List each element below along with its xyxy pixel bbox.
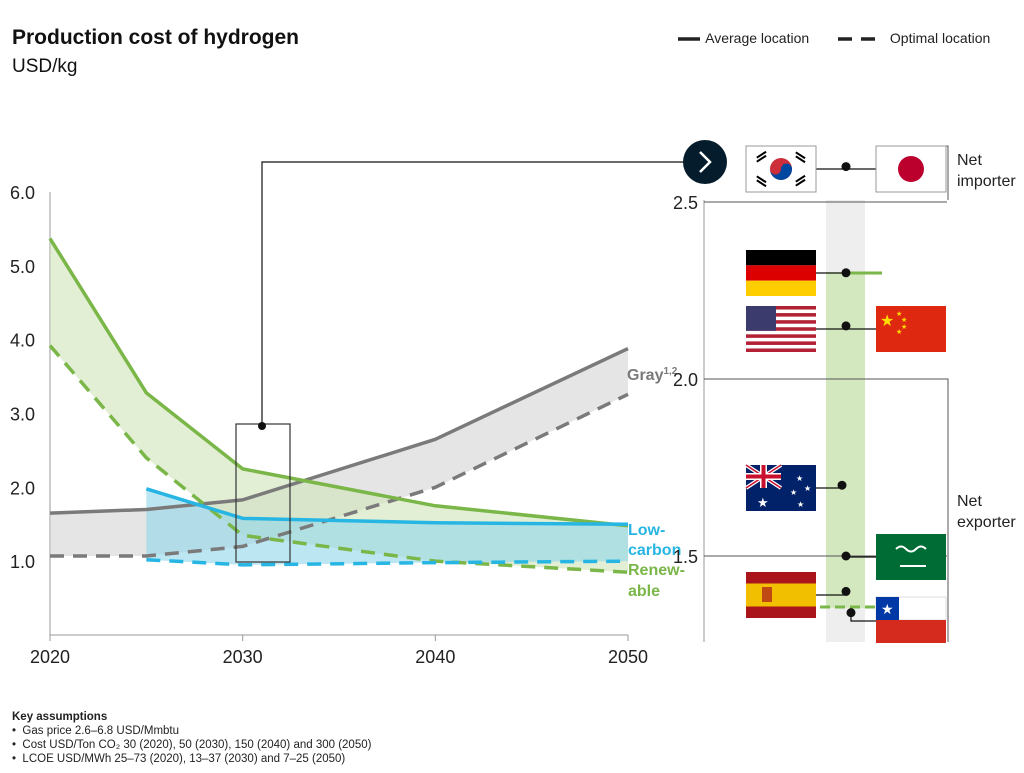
connector-south-korea — [816, 166, 847, 170]
group-importer-1: Net — [957, 152, 982, 169]
svg-text:★: ★ — [796, 474, 803, 483]
legend-optimal-label: Optimal location — [889, 30, 991, 46]
y-tick-label: 5.0 — [10, 257, 35, 277]
y-tick-label: 1.0 — [10, 552, 35, 572]
panel-tick-label: 1.5 — [673, 547, 698, 567]
expand-button[interactable] — [683, 140, 727, 184]
series-line-gray-optimal — [50, 392, 629, 558]
point-south-korea — [841, 162, 851, 172]
panel-tick-label: 2.5 — [673, 193, 698, 213]
assumption-item: • Cost USD/Ton CO₂ 30 (2020), 50 (2030),… — [12, 739, 372, 751]
key-assumptions: Key assumptions • Gas price 2.6–6.8 USD/… — [12, 710, 371, 766]
point-germany — [841, 268, 851, 278]
series-line-low-carbon-optimal — [146, 557, 629, 567]
series-line-gray-average — [49, 346, 629, 515]
flag-south-korea — [745, 145, 817, 193]
chart-subtitle: USD/kg — [12, 56, 78, 77]
svg-text:★: ★ — [804, 484, 811, 493]
flag-usa — [746, 306, 816, 352]
group-exporter-1: Net — [957, 493, 982, 510]
main-ticks: 1.0 2.0 3.0 4.0 5.0 6.0 2020 2030 2040 2050 — [10, 183, 648, 667]
legend: Average location — [676, 30, 809, 46]
chevron-right-icon — [699, 151, 712, 173]
flag-saudi-arabia — [876, 534, 946, 580]
svg-text:★: ★ — [896, 310, 902, 318]
svg-text:★: ★ — [896, 328, 902, 336]
x-tick-label: 2050 — [608, 647, 648, 667]
band-low-carbon — [146, 488, 629, 565]
flag-china: ★ ★ ★ ★ ★ — [876, 306, 946, 352]
y-tick-label: 2.0 — [10, 478, 35, 498]
x-tick-label: 2020 — [30, 647, 70, 667]
series-line-low-carbon-average — [145, 487, 629, 526]
country-panel: 1.5 2.0 2.5 Net importer Net exporter — [673, 145, 1016, 643]
legend-average-label: Average location — [705, 30, 810, 46]
point-australia — [837, 480, 847, 490]
series-line-renewable-average — [48, 237, 629, 528]
x-tick-label: 2040 — [415, 647, 455, 667]
legend-optimal: Optimal location — [836, 30, 990, 46]
svg-text:★: ★ — [901, 323, 907, 331]
flag-australia: ★ ★ ★ ★ ★ — [744, 463, 816, 511]
panel-tick-label: 2.0 — [673, 370, 698, 390]
y-tick-label: 3.0 — [10, 405, 35, 425]
label-gray: Gray1,2 — [627, 366, 678, 384]
flag-japan — [875, 145, 947, 193]
callout-connector — [261, 161, 684, 426]
assumptions-heading: Key assumptions — [12, 711, 108, 723]
group-exporter-2: exporter — [957, 514, 1016, 531]
point-spain — [841, 586, 851, 596]
flag-germany — [746, 250, 816, 296]
series-line-renewable-optimal — [48, 344, 629, 574]
x-tick-label: 2030 — [223, 647, 263, 667]
svg-text:★: ★ — [797, 500, 804, 509]
point-saudi-arabia — [841, 551, 851, 561]
exporter-bracket — [944, 378, 949, 642]
svg-text:★: ★ — [901, 316, 907, 324]
svg-text:★: ★ — [880, 313, 894, 330]
series-lines — [48, 237, 629, 574]
group-importer-2: importer — [957, 173, 1016, 190]
assumption-item: • Gas price 2.6–6.8 USD/Mmbtu — [12, 725, 180, 737]
svg-text:★: ★ — [757, 495, 769, 510]
label-renewable-2: able — [628, 583, 660, 600]
cost-bands — [50, 238, 629, 573]
y-tick-label: 6.0 — [10, 183, 35, 203]
label-renewable-1: Renew- — [628, 562, 685, 579]
legend-dashed-swatch — [838, 37, 884, 42]
label-lowcarbon-1: Low- — [628, 522, 665, 539]
point-usa — [841, 321, 851, 331]
flag-spain — [746, 572, 816, 618]
connector-japan — [845, 166, 876, 170]
band-renewable — [50, 238, 628, 573]
svg-text:★: ★ — [790, 488, 797, 497]
label-lowcarbon-2: carbon — [628, 542, 681, 559]
legend-solid-swatch — [678, 37, 700, 42]
chart-title: Production cost of hydrogen — [12, 26, 299, 49]
assumption-item: • LCOE USD/MWh 25–73 (2020), 13–37 (2030… — [12, 753, 346, 765]
flag-chile: ★ — [875, 596, 947, 643]
svg-text:★: ★ — [881, 601, 894, 617]
y-tick-label: 4.0 — [10, 331, 35, 351]
point-chile — [846, 608, 856, 618]
